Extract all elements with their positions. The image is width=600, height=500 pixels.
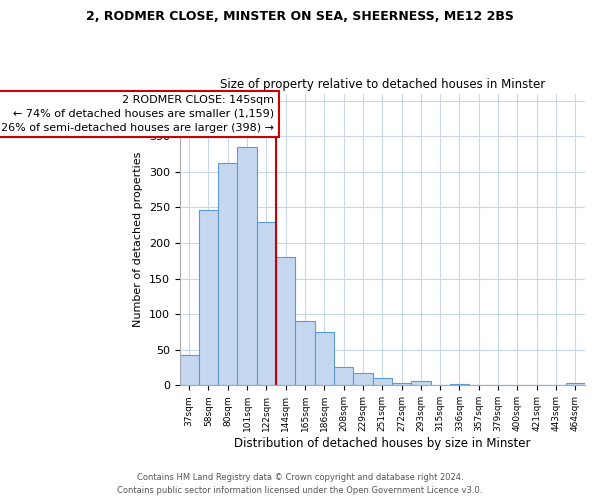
Bar [334,367,353,386]
Bar [566,383,585,386]
Bar [373,378,392,386]
Bar [238,147,257,386]
Bar [392,382,411,386]
Bar [314,332,334,386]
Bar [199,210,218,386]
Title: Size of property relative to detached houses in Minster: Size of property relative to detached ho… [220,78,545,91]
X-axis label: Distribution of detached houses by size in Minster: Distribution of detached houses by size … [234,437,530,450]
Bar [218,162,238,386]
Text: 2, RODMER CLOSE, MINSTER ON SEA, SHEERNESS, ME12 2BS: 2, RODMER CLOSE, MINSTER ON SEA, SHEERNE… [86,10,514,23]
Bar [276,256,295,386]
Bar [179,354,199,386]
Bar [353,372,373,386]
Bar [450,384,469,386]
Bar [411,381,431,386]
Bar [257,222,276,386]
Bar [295,320,314,386]
Text: Contains HM Land Registry data © Crown copyright and database right 2024.
Contai: Contains HM Land Registry data © Crown c… [118,474,482,495]
Y-axis label: Number of detached properties: Number of detached properties [133,152,143,327]
Text: 2 RODMER CLOSE: 145sqm
← 74% of detached houses are smaller (1,159)
26% of semi-: 2 RODMER CLOSE: 145sqm ← 74% of detached… [1,95,274,133]
